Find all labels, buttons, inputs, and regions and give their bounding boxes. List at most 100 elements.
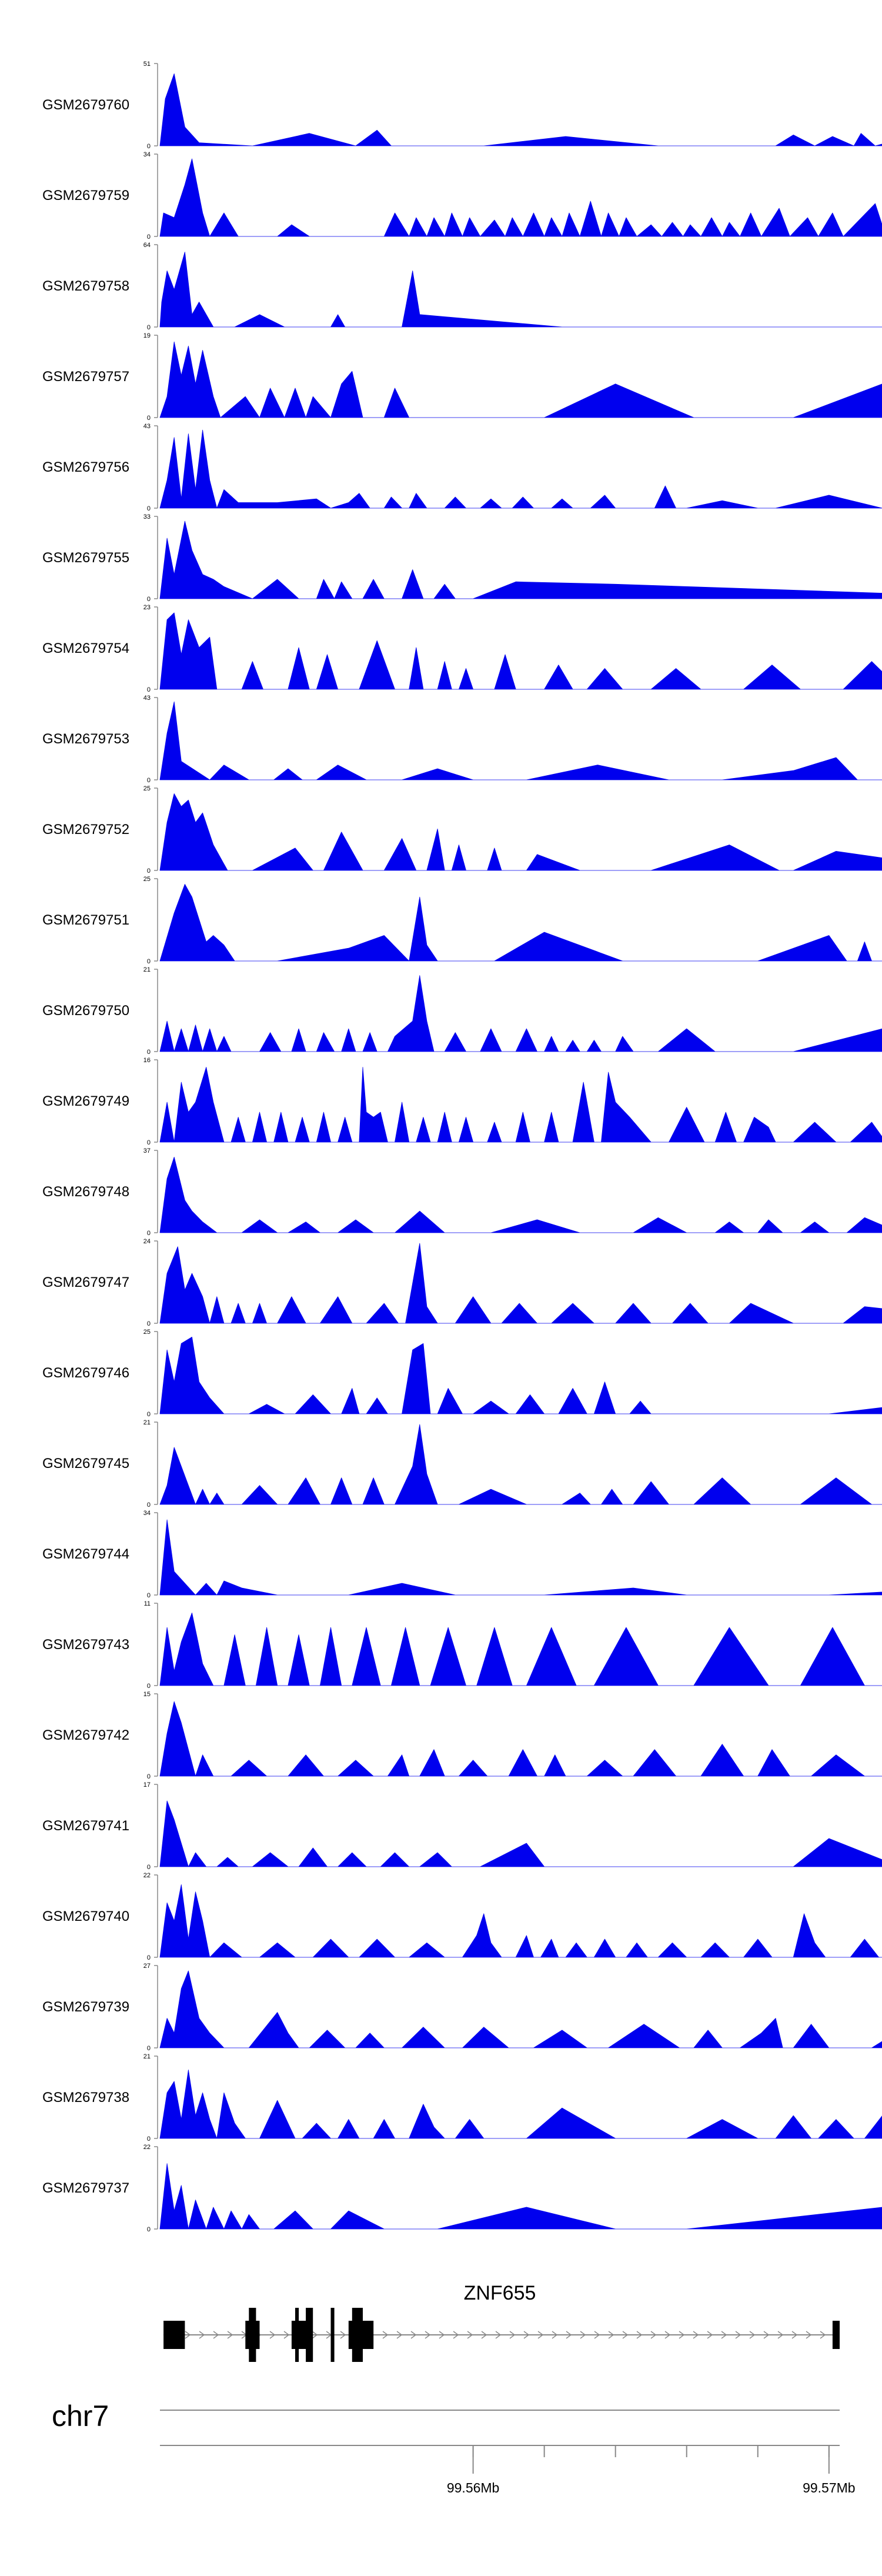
- track-ymax-label: 25: [143, 876, 151, 883]
- coverage-area: [159, 612, 882, 690]
- track-GSM2679738: GSM2679738 21 0: [42, 2053, 882, 2143]
- track-ymax-label: 27: [143, 1963, 151, 1970]
- track-ymin-label: 0: [147, 1864, 151, 1871]
- gene-exons: [163, 2308, 840, 2362]
- track-ymax-label: 33: [143, 513, 151, 520]
- coverage-area: [159, 1701, 882, 1777]
- track-label: GSM2679737: [42, 2180, 129, 2196]
- track-GSM2679741: GSM2679741 17 0: [42, 1781, 882, 1871]
- track-ymin-label: 0: [147, 1683, 151, 1690]
- strand-arrow: [763, 2331, 770, 2339]
- coverage-area: [159, 1337, 882, 1414]
- genome-axis: chr7 99.56Mb 99.57Mb: [52, 2400, 856, 2495]
- track-GSM2679759: GSM2679759 34 0: [42, 151, 882, 241]
- track-label: GSM2679757: [42, 369, 129, 385]
- track-GSM2679747: GSM2679747 24 0: [42, 1238, 882, 1327]
- track-ymin-label: 0: [147, 415, 151, 422]
- track-GSM2679758: GSM2679758 64 0: [42, 242, 882, 331]
- chromosome-label: chr7: [52, 2400, 109, 2432]
- track-ymax-label: 34: [143, 151, 151, 158]
- track-GSM2679743: GSM2679743 11 0: [42, 1600, 882, 1690]
- coverage-area: [159, 1613, 882, 1686]
- track-GSM2679757: GSM2679757 19 0: [42, 332, 882, 422]
- strand-arrow: [664, 2331, 671, 2339]
- track-ymax-label: 17: [143, 1781, 151, 1788]
- track-ymax-label: 64: [143, 242, 151, 249]
- coverage-tracks: GSM2679760510GSM2679759340GSM2679758640G…: [42, 61, 882, 2233]
- track-ymin-label: 0: [147, 1592, 151, 1599]
- track-GSM2679744: GSM2679744 34 0: [42, 1510, 882, 1599]
- strand-arrow: [636, 2331, 643, 2339]
- track-label: GSM2679756: [42, 459, 129, 475]
- strand-arrow: [509, 2331, 516, 2339]
- strand-arrow: [791, 2331, 798, 2339]
- track-ymax-label: 22: [143, 1872, 151, 1879]
- exon: [348, 2321, 374, 2349]
- strand-arrow: [594, 2331, 600, 2339]
- strand-arrow: [721, 2331, 727, 2339]
- track-GSM2679756: GSM2679756 43 0: [42, 423, 882, 512]
- coverage-area: [159, 884, 882, 962]
- strand-arrow: [566, 2331, 572, 2339]
- track-GSM2679751: GSM2679751 25 0: [42, 876, 882, 965]
- track-label: GSM2679740: [42, 1908, 129, 1924]
- track-ymin-label: 0: [147, 505, 151, 512]
- strand-arrow: [735, 2331, 741, 2339]
- exon: [330, 2308, 335, 2362]
- strand-arrow: [213, 2331, 219, 2339]
- axis-ticks: 99.56Mb 99.57Mb: [447, 2445, 856, 2495]
- track-ymin-label: 0: [147, 1139, 151, 1146]
- strand-arrow: [185, 2331, 191, 2339]
- strand-arrow: [382, 2331, 389, 2339]
- coverage-area: [159, 1243, 882, 1324]
- coverage-area: [159, 793, 882, 871]
- track-ymax-label: 25: [143, 785, 151, 792]
- track-ymax-label: 21: [143, 966, 151, 973]
- track-ymin-label: 0: [147, 686, 151, 693]
- track-ymin-label: 0: [147, 2135, 151, 2143]
- coverage-area: [159, 1800, 882, 1867]
- track-ymin-label: 0: [147, 233, 151, 241]
- track-GSM2679754: GSM2679754 23 0: [42, 604, 882, 693]
- track-ymax-label: 19: [143, 332, 151, 339]
- coverage-area: [159, 1884, 882, 1958]
- strand-arrow: [622, 2331, 629, 2339]
- exon: [295, 2308, 299, 2362]
- track-ymax-label: 43: [143, 423, 151, 430]
- strand-arrow: [410, 2331, 417, 2339]
- track-GSM2679740: GSM2679740 22 0: [42, 1872, 882, 1961]
- track-ymin-label: 0: [147, 1049, 151, 1056]
- track-ymin-label: 0: [147, 1230, 151, 1237]
- track-ymax-label: 21: [143, 1419, 151, 1426]
- strand-arrow: [650, 2331, 657, 2339]
- strand-arrow: [495, 2331, 502, 2339]
- track-GSM2679750: GSM2679750 21 0: [42, 966, 882, 1056]
- track-label: GSM2679758: [42, 278, 129, 294]
- axis-tick-label: 99.56Mb: [447, 2480, 500, 2495]
- track-ymax-label: 16: [143, 1057, 151, 1064]
- track-label: GSM2679744: [42, 1546, 129, 1562]
- track-label: GSM2679746: [42, 1365, 129, 1381]
- track-GSM2679749: GSM2679749 16 0: [42, 1057, 882, 1146]
- coverage-area: [159, 2163, 882, 2230]
- exon: [832, 2321, 840, 2349]
- track-ymin-label: 0: [147, 2226, 151, 2233]
- strand-arrow: [467, 2331, 473, 2339]
- strand-arrow: [312, 2331, 318, 2339]
- strand-arrow: [396, 2331, 403, 2339]
- track-label: GSM2679751: [42, 912, 129, 928]
- gene-model: ZNF655: [163, 2282, 840, 2362]
- track-ymax-label: 15: [143, 1691, 151, 1698]
- track-label: GSM2679747: [42, 1274, 129, 1290]
- strand-arrow: [537, 2331, 544, 2339]
- coverage-area: [159, 1519, 882, 1596]
- strand-arrow: [580, 2331, 586, 2339]
- coverage-area: [159, 429, 882, 509]
- track-label: GSM2679745: [42, 1456, 129, 1471]
- track-ymax-label: 22: [143, 2144, 151, 2151]
- track-GSM2679737: GSM2679737 22 0: [42, 2144, 882, 2233]
- exon: [249, 2308, 256, 2362]
- coverage-area: [159, 1424, 882, 1505]
- track-label: GSM2679753: [42, 731, 129, 747]
